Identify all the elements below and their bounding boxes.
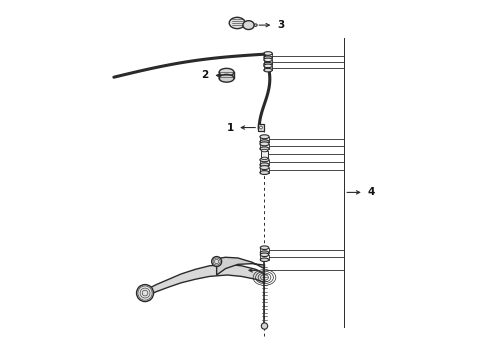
Ellipse shape (260, 126, 262, 129)
Text: 2: 2 (201, 71, 209, 80)
Ellipse shape (260, 147, 269, 151)
Ellipse shape (264, 64, 272, 68)
Ellipse shape (260, 163, 269, 167)
Ellipse shape (260, 258, 269, 261)
Ellipse shape (229, 17, 245, 29)
Polygon shape (146, 264, 265, 296)
Ellipse shape (212, 257, 221, 266)
Ellipse shape (137, 284, 153, 302)
Ellipse shape (261, 323, 268, 329)
Ellipse shape (260, 171, 269, 175)
Ellipse shape (260, 253, 269, 257)
Ellipse shape (261, 157, 268, 159)
Ellipse shape (254, 24, 257, 26)
Ellipse shape (260, 246, 269, 249)
Ellipse shape (260, 135, 269, 139)
Ellipse shape (219, 68, 234, 76)
Ellipse shape (264, 56, 272, 59)
Ellipse shape (260, 140, 269, 144)
Ellipse shape (219, 75, 234, 82)
Ellipse shape (264, 58, 272, 62)
Ellipse shape (260, 158, 269, 162)
Bar (258, 124, 264, 131)
Ellipse shape (264, 62, 272, 66)
Text: 3: 3 (277, 20, 284, 30)
Bar (261, 150, 268, 158)
Text: 4: 4 (368, 188, 375, 197)
Ellipse shape (260, 166, 269, 170)
Ellipse shape (264, 52, 272, 55)
Polygon shape (217, 257, 265, 275)
Ellipse shape (260, 251, 269, 255)
Ellipse shape (260, 142, 269, 146)
Ellipse shape (243, 21, 254, 30)
Text: 1: 1 (226, 122, 234, 132)
Ellipse shape (264, 68, 272, 72)
Ellipse shape (261, 149, 268, 152)
